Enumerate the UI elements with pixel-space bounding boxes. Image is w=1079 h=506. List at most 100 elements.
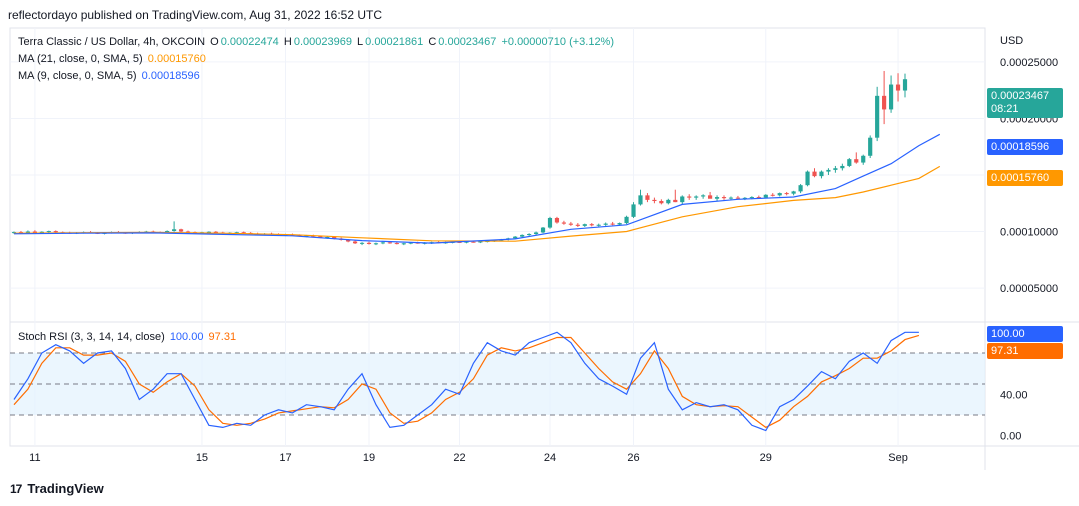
- candle-body: [318, 236, 323, 238]
- candle-body: [206, 231, 211, 233]
- legend-open-value: 0.00022474: [220, 36, 279, 48]
- candle-body: [895, 84, 901, 91]
- price-tick-label: 0.00010000: [1000, 227, 1058, 239]
- ma21-line: [13, 165, 941, 242]
- time-tick-label: Sep: [888, 452, 908, 464]
- candle-body: [847, 159, 852, 166]
- candle-body: [610, 223, 615, 225]
- candle-body: [46, 231, 51, 233]
- candle-body: [527, 234, 532, 236]
- candle-body: [213, 231, 218, 233]
- legend-open-label: O: [210, 36, 219, 48]
- candle-body: [575, 224, 580, 226]
- candle-body: [666, 199, 671, 204]
- candle-body: [687, 196, 692, 198]
- candle-body: [728, 197, 734, 199]
- candle-body: [234, 232, 239, 234]
- candle-body: [763, 194, 768, 198]
- candle-body: [902, 79, 908, 91]
- legend-close-label: C: [428, 36, 437, 48]
- candle-body: [680, 196, 685, 203]
- stoch-k-line: [13, 331, 919, 432]
- candle-body: [652, 199, 657, 202]
- legend-close-value: 0.00023467: [438, 36, 497, 48]
- legend-low-value: 0.00021861: [365, 36, 424, 48]
- legend-change: +0.00000710 (+3.12%): [501, 36, 615, 48]
- candle-body: [589, 224, 594, 226]
- candle-body: [185, 231, 191, 233]
- candle-body: [408, 242, 413, 244]
- time-tick-label: 24: [544, 452, 556, 464]
- candle-body: [178, 229, 184, 232]
- candle-body: [638, 195, 643, 205]
- legend-ma21[interactable]: MA (21, close, 0, SMA, 5) 0.00015760: [18, 53, 208, 65]
- candle-body: [624, 216, 629, 224]
- candle-body: [777, 193, 782, 196]
- candle-body: [471, 241, 476, 243]
- candle-body: [875, 95, 880, 138]
- time-tick-label: 17: [279, 452, 291, 464]
- candle-body: [805, 171, 810, 186]
- candle-body: [714, 197, 720, 199]
- candle-body: [540, 227, 546, 233]
- legend-symbol: Terra Classic / US Dollar, 4h, OKCOIN: [18, 36, 206, 48]
- legend-ma9-value: 0.00018596: [141, 70, 200, 82]
- candle-body: [366, 242, 372, 244]
- candle-body: [701, 195, 706, 197]
- price-badge: 0.00023467 08:21: [987, 88, 1063, 118]
- candle-body: [861, 155, 866, 163]
- legend-ma9[interactable]: MA (9, close, 0, SMA, 5) 0.00018596: [18, 70, 202, 82]
- candle-body: [854, 159, 859, 163]
- candle-body: [659, 201, 664, 204]
- tradingview-brand: TradingView: [27, 481, 104, 496]
- candle-body: [819, 171, 824, 177]
- tradingview-logo[interactable]: 17 TradingView: [10, 481, 104, 496]
- candle-body: [888, 84, 894, 110]
- tradingview-logo-mark: 17: [10, 481, 22, 496]
- stoch-band-layer: [10, 352, 985, 416]
- candle-body: [464, 241, 469, 243]
- candle-body: [631, 204, 636, 217]
- stoch-k-badge: 100.00: [987, 326, 1063, 342]
- candle-body: [380, 242, 386, 244]
- candle-body: [812, 171, 817, 177]
- time-tick-label: 15: [196, 452, 208, 464]
- candle-body: [798, 185, 803, 192]
- candle-body: [554, 217, 560, 223]
- candle-body: [359, 242, 365, 244]
- candle-body: [582, 224, 587, 226]
- candle-body: [791, 191, 796, 194]
- candle-body: [325, 236, 330, 238]
- candle-body: [32, 231, 37, 233]
- candle-body: [394, 243, 399, 245]
- legend-stoch-label: Stoch RSI (3, 3, 14, 14, close): [18, 331, 165, 343]
- candle-body: [401, 243, 406, 245]
- candle-body: [840, 165, 845, 169]
- legend-stoch-k: 100.00: [169, 331, 204, 343]
- axis-layer: 0.000050000.000100000.000200000.00025000…: [29, 35, 1058, 464]
- candle-body: [241, 232, 246, 234]
- candle-body: [387, 242, 392, 244]
- candle-body: [346, 239, 351, 242]
- legend-stoch[interactable]: Stoch RSI (3, 3, 14, 14, close) 100.00 9…: [18, 331, 238, 343]
- candle-body: [513, 236, 518, 239]
- legend-low-label: L: [357, 36, 364, 48]
- legend-ma9-label: MA (9, close, 0, SMA, 5): [18, 70, 137, 82]
- candle-body: [352, 241, 358, 244]
- candle-body: [833, 168, 838, 170]
- candle-body: [478, 241, 483, 243]
- candle-body: [568, 223, 573, 225]
- price-tick-label: 0.00025000: [1000, 57, 1058, 69]
- stoch-tick-label: 0.00: [1000, 431, 1021, 443]
- candle-body: [304, 235, 309, 237]
- candle-body: [561, 222, 567, 224]
- candle-body: [742, 197, 747, 199]
- candle-body: [373, 243, 379, 245]
- candle-body: [770, 194, 775, 196]
- candle-body: [784, 193, 789, 195]
- candle-body: [39, 231, 44, 233]
- time-tick-label: 29: [760, 452, 772, 464]
- price-badge-timer: 08:21: [991, 103, 1019, 115]
- candle-body: [673, 199, 678, 203]
